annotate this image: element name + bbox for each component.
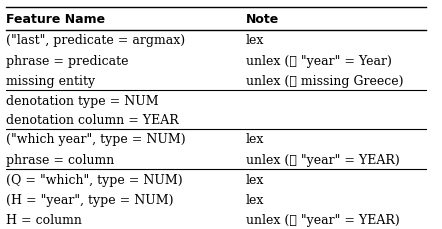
Text: denotation column = YEAR: denotation column = YEAR [6, 113, 179, 126]
Text: phrase = predicate: phrase = predicate [6, 54, 128, 67]
Text: unlex (∴ "year" = Year): unlex (∴ "year" = Year) [246, 54, 392, 67]
Text: denotation type = NUM: denotation type = NUM [6, 94, 158, 107]
Text: (Q = "which", type = NUM): (Q = "which", type = NUM) [6, 173, 182, 186]
Text: lex: lex [246, 34, 264, 47]
Text: lex: lex [246, 173, 264, 186]
Text: ("which year", type = NUM): ("which year", type = NUM) [6, 133, 185, 146]
Text: phrase = column: phrase = column [6, 153, 114, 166]
Text: unlex (∴ "year" = YEAR): unlex (∴ "year" = YEAR) [246, 213, 400, 226]
Text: Note: Note [246, 13, 279, 26]
Text: unlex (∴ missing Greece): unlex (∴ missing Greece) [246, 74, 404, 87]
Text: Feature Name: Feature Name [6, 13, 105, 26]
Text: H = column: H = column [6, 213, 82, 226]
Text: unlex (∴ "year" = YEAR): unlex (∴ "year" = YEAR) [246, 153, 400, 166]
Text: (H = "year", type = NUM): (H = "year", type = NUM) [6, 193, 173, 206]
Text: missing entity: missing entity [6, 74, 95, 87]
Text: lex: lex [246, 133, 264, 146]
Text: lex: lex [246, 193, 264, 206]
Text: ("last", predicate = argmax): ("last", predicate = argmax) [6, 34, 185, 47]
